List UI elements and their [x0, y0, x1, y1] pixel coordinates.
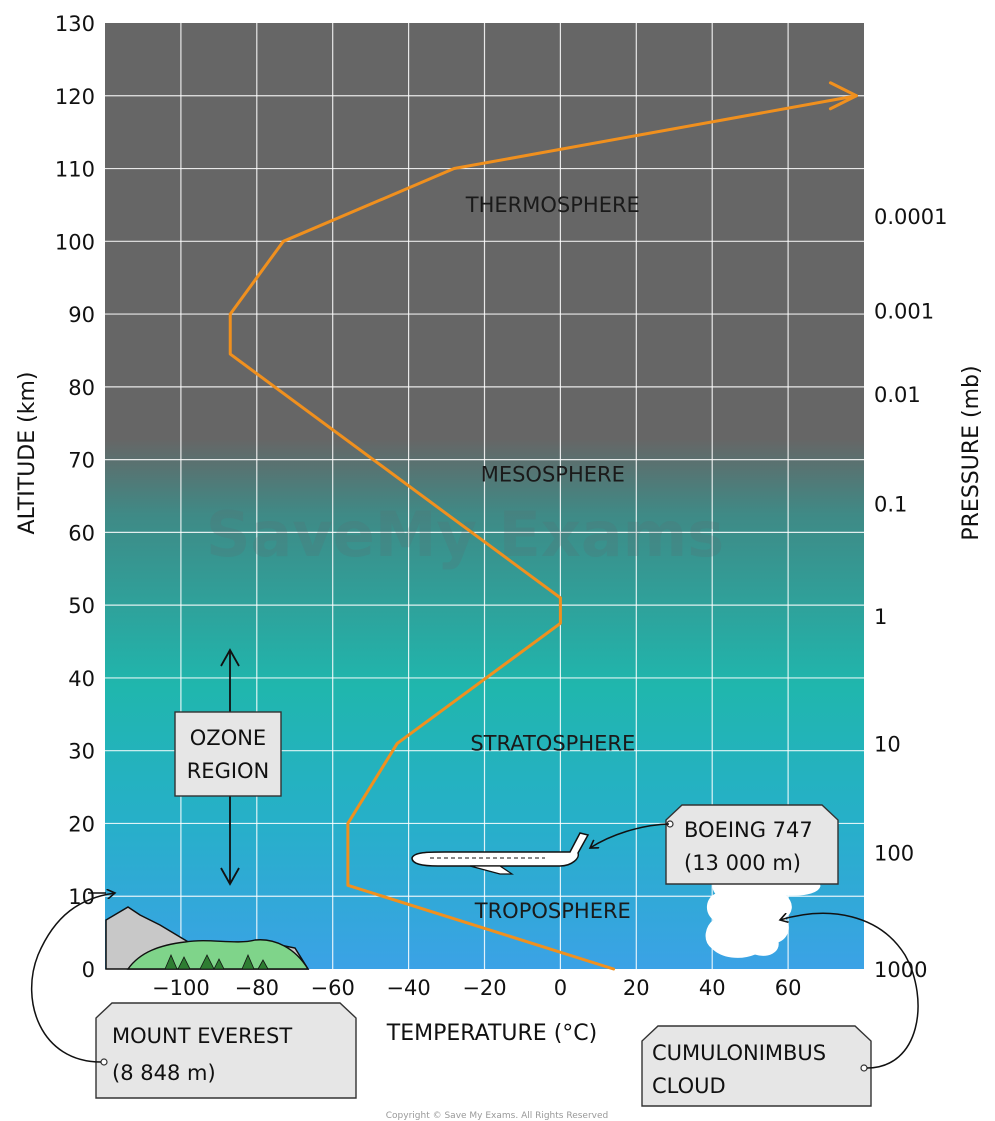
pressure-tick-label: 0.0001	[874, 205, 947, 229]
altitude-tick-labels: 0 10 20 30 40 50 60 70 80 90 100 110 120 130	[55, 12, 95, 982]
altitude-tick-label: 120	[55, 85, 95, 109]
layer-labels: THERMOSPHERE MESOSPHERE STRATOSPHERE TROPOS…	[465, 193, 640, 923]
mount-everest-illustration	[105, 906, 310, 970]
boeing-747-label: BOEING 747 (13 000 m)	[590, 804, 839, 885]
temperature-tick-label: −60	[311, 976, 355, 1000]
boeing-label-line1: BOEING 747	[684, 818, 813, 842]
everest-label-box	[95, 1002, 357, 1099]
pressure-tick-label: 0.001	[874, 299, 934, 323]
altitude-tick-label: 0	[82, 958, 95, 982]
everest-label-line2: (8 848 m)	[112, 1061, 216, 1085]
ozone-region-label: OZONE REGION	[174, 711, 282, 797]
altitude-tick-label: 80	[68, 376, 95, 400]
altitude-tick-label: 100	[55, 230, 95, 254]
temperature-tick-label: −80	[235, 976, 279, 1000]
temperature-tick-label: 20	[623, 976, 650, 1000]
layer-label: STRATOSPHERE	[470, 732, 635, 756]
boeing-747-illustration	[411, 832, 590, 875]
layer-label: MESOSPHERE	[481, 462, 625, 486]
everest-label-line1: MOUNT EVEREST	[112, 1024, 292, 1048]
layer-label: TROPOSPHERE	[474, 899, 631, 923]
temperature-tick-label: 40	[699, 976, 726, 1000]
pressure-tick-labels: 0.0001 0.001 0.01 0.1 1 10 100 1000	[874, 205, 947, 982]
pressure-tick-label: 1000	[874, 958, 927, 982]
pressure-tick-label: 1	[874, 605, 887, 629]
ozone-label-line1: OZONE	[190, 726, 266, 750]
temperature-tick-label: −40	[386, 976, 430, 1000]
x-axis-title: TEMPERATURE (°C)	[386, 1021, 597, 1046]
pressure-tick-label: 100	[874, 842, 914, 866]
temperature-tick-labels: −100 −80 −60 −40 −20 0 20 40 60	[152, 976, 801, 1000]
altitude-tick-label: 20	[68, 812, 95, 836]
altitude-tick-label: 10	[68, 885, 95, 909]
cloud-connector	[780, 912, 919, 1069]
chart-marks	[230, 95, 857, 970]
temperature-tick-label: 60	[775, 976, 802, 1000]
temperature-tick-label: 0	[554, 976, 567, 1000]
temperature-tick-label: −100	[152, 976, 210, 1000]
altitude-tick-label: 40	[68, 667, 95, 691]
pressure-tick-label: 0.1	[874, 492, 907, 516]
boeing-label-line2: (13 000 m)	[684, 851, 801, 875]
y-axis-title: ALTITUDE (km)	[15, 372, 40, 535]
y2-axis-title: PRESSURE (mb)	[959, 365, 984, 540]
altitude-tick-label: 130	[55, 12, 95, 36]
ozone-region-box	[174, 711, 282, 797]
pressure-tick-label: 0.01	[874, 383, 921, 407]
mount-everest-label: MOUNT EVEREST (8 848 m)	[30, 893, 357, 1099]
ozone-label-line2: REGION	[187, 759, 270, 783]
cloud-label-line2: CLOUD	[652, 1074, 726, 1098]
altitude-tick-label: 110	[55, 158, 95, 182]
cumulonimbus-cloud-illustration	[705, 869, 821, 958]
altitude-tick-label: 50	[68, 594, 95, 618]
cloud-label-line1: CUMULONIMBUS	[652, 1041, 826, 1065]
pressure-tick-label: 10	[874, 732, 901, 756]
everest-connector-dot	[100, 1058, 108, 1066]
boeing-connector	[590, 823, 670, 848]
cumulonimbus-label: CUMULONIMBUS CLOUD	[641, 912, 919, 1107]
cloud-connector-dot	[860, 1064, 868, 1072]
altitude-tick-label: 30	[68, 740, 95, 764]
layer-label: THERMOSPHERE	[465, 193, 640, 217]
altitude-tick-label: 90	[68, 303, 95, 327]
altitude-tick-label: 60	[68, 521, 95, 545]
temperature-tick-label: −20	[462, 976, 506, 1000]
everest-connector	[30, 893, 115, 1063]
cloud-label-box	[641, 1025, 872, 1107]
altitude-tick-label: 70	[68, 449, 95, 473]
watermark: SaveMy Exams	[206, 498, 724, 571]
copyright-notice: Copyright © Save My Exams. All Rights Re…	[386, 1111, 608, 1121]
boeing-label-box	[665, 804, 839, 885]
